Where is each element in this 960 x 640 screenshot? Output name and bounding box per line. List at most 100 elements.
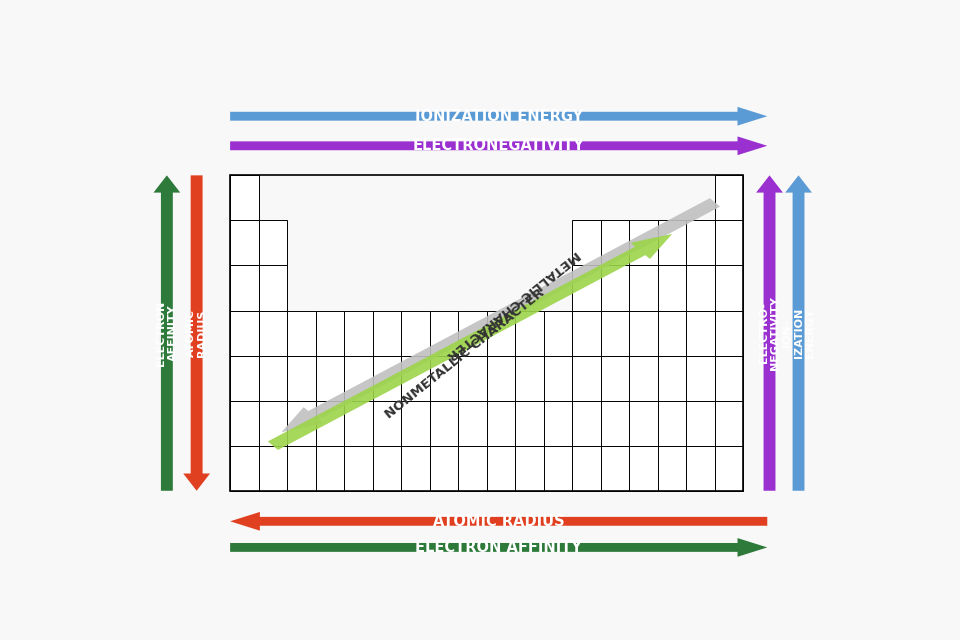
Bar xyxy=(543,401,572,445)
Bar xyxy=(287,356,316,401)
Bar xyxy=(572,266,601,310)
Bar xyxy=(345,445,372,491)
Bar xyxy=(430,445,458,491)
Bar xyxy=(258,356,287,401)
Bar xyxy=(372,310,401,356)
Bar xyxy=(686,220,715,266)
Bar xyxy=(316,445,345,491)
Text: ION-
IZATION
ENERGY: ION- IZATION ENERGY xyxy=(782,308,815,358)
Bar xyxy=(686,401,715,445)
Bar xyxy=(258,445,287,491)
Bar xyxy=(316,356,345,401)
Bar xyxy=(430,401,458,445)
Bar xyxy=(658,220,686,266)
Bar xyxy=(487,310,516,356)
Bar xyxy=(230,445,258,491)
Bar xyxy=(516,356,543,401)
Text: METALLIC CHARACTER: METALLIC CHARACTER xyxy=(444,248,582,362)
Bar xyxy=(601,445,630,491)
Bar xyxy=(287,445,316,491)
Bar xyxy=(287,310,316,356)
Bar xyxy=(316,310,345,356)
Bar xyxy=(345,401,372,445)
FancyArrow shape xyxy=(154,175,180,491)
Bar xyxy=(658,445,686,491)
Bar xyxy=(686,356,715,401)
Bar xyxy=(715,401,743,445)
Text: IONIZATION ENERGY: IONIZATION ENERGY xyxy=(415,109,583,124)
Bar xyxy=(601,310,630,356)
Bar xyxy=(630,445,658,491)
Bar xyxy=(430,356,458,401)
Bar xyxy=(458,445,487,491)
Bar xyxy=(372,356,401,401)
Bar xyxy=(401,356,430,401)
Bar xyxy=(230,310,258,356)
Bar xyxy=(258,266,287,310)
Bar xyxy=(230,175,743,491)
FancyArrow shape xyxy=(281,198,720,432)
FancyArrow shape xyxy=(183,175,210,491)
Bar xyxy=(686,445,715,491)
Bar xyxy=(658,401,686,445)
Text: ELECTRO-
NEGATIVITY: ELECTRO- NEGATIVITY xyxy=(758,296,780,370)
Bar xyxy=(401,310,430,356)
Bar xyxy=(658,356,686,401)
Bar xyxy=(487,445,516,491)
Bar xyxy=(601,356,630,401)
Bar xyxy=(316,401,345,445)
FancyArrow shape xyxy=(230,136,767,155)
Bar xyxy=(345,356,372,401)
Bar xyxy=(458,356,487,401)
Bar xyxy=(630,401,658,445)
Text: ELECTRON
AFFINITY: ELECTRON AFFINITY xyxy=(156,300,178,365)
FancyArrow shape xyxy=(785,175,812,491)
Bar xyxy=(715,356,743,401)
Bar xyxy=(715,266,743,310)
Bar xyxy=(487,401,516,445)
Bar xyxy=(543,445,572,491)
Bar xyxy=(658,310,686,356)
Bar xyxy=(372,401,401,445)
Bar xyxy=(458,310,487,356)
Bar xyxy=(572,356,601,401)
Bar xyxy=(543,356,572,401)
FancyArrow shape xyxy=(230,107,767,125)
Bar xyxy=(630,310,658,356)
Bar xyxy=(572,220,601,266)
Bar xyxy=(230,401,258,445)
FancyArrow shape xyxy=(268,234,672,450)
Bar xyxy=(601,266,630,310)
Bar xyxy=(401,445,430,491)
Bar xyxy=(658,266,686,310)
Bar xyxy=(572,310,601,356)
Text: NONMETALLIC CHARACTER: NONMETALLIC CHARACTER xyxy=(383,286,547,421)
Bar xyxy=(572,401,601,445)
Bar xyxy=(516,310,543,356)
Bar xyxy=(601,401,630,445)
Bar xyxy=(258,310,287,356)
Bar xyxy=(401,401,430,445)
Bar xyxy=(715,220,743,266)
Bar xyxy=(230,175,258,220)
Bar xyxy=(287,401,316,445)
Bar xyxy=(516,401,543,445)
Bar xyxy=(458,401,487,445)
Bar xyxy=(543,310,572,356)
Bar xyxy=(487,356,516,401)
Bar xyxy=(686,266,715,310)
Bar xyxy=(258,401,287,445)
FancyArrow shape xyxy=(230,538,767,557)
Bar xyxy=(715,310,743,356)
Bar xyxy=(258,220,287,266)
Bar xyxy=(715,445,743,491)
Bar xyxy=(630,356,658,401)
Text: ATOMIC RADIUS: ATOMIC RADIUS xyxy=(433,514,564,529)
Bar xyxy=(601,220,630,266)
Bar xyxy=(686,310,715,356)
Bar xyxy=(572,445,601,491)
Bar xyxy=(630,266,658,310)
Bar xyxy=(430,310,458,356)
Bar xyxy=(345,310,372,356)
FancyArrow shape xyxy=(756,175,783,491)
